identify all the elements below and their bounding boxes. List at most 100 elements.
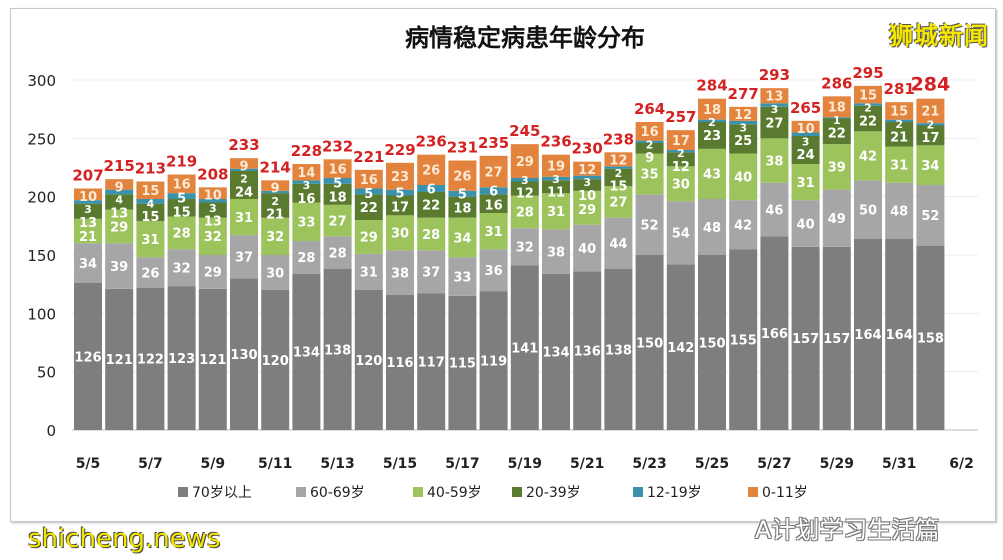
bar-segment xyxy=(448,257,477,296)
bar-segment xyxy=(635,194,664,255)
bar-segment xyxy=(136,287,165,430)
bar-segment xyxy=(573,271,602,430)
bar-segment xyxy=(822,189,851,247)
total-label: 233 xyxy=(228,136,259,154)
bar-segment xyxy=(916,245,945,430)
legend-swatch xyxy=(633,487,643,497)
segment-label: 136 xyxy=(574,344,601,359)
segment-label: 31 xyxy=(141,233,159,248)
segment-label: 31 xyxy=(547,205,565,220)
segment-label: 3 xyxy=(552,173,560,186)
bar-segment xyxy=(854,103,882,106)
bar-segment xyxy=(354,253,383,290)
segment-label: 155 xyxy=(730,333,757,348)
bar-segment xyxy=(854,105,882,132)
bar-segment xyxy=(666,166,695,202)
bar-segment xyxy=(854,85,882,104)
bar-segment xyxy=(916,123,945,126)
watermark-bottom-right: A计划学习生活篇 xyxy=(755,516,940,544)
segment-label: 138 xyxy=(605,343,632,358)
segment-label: 31 xyxy=(890,158,908,173)
x-tick-label: 5/27 xyxy=(757,456,791,472)
watermark-bottom-left: shicheng.news xyxy=(28,524,221,554)
segment-label: 40 xyxy=(797,217,815,232)
bar-segment xyxy=(417,154,446,185)
bar-segment xyxy=(479,155,508,188)
segment-label: 12 xyxy=(516,187,534,202)
segment-label: 32 xyxy=(516,241,534,256)
bar-segment xyxy=(448,190,477,197)
segment-label: 119 xyxy=(480,354,507,369)
bar-segment xyxy=(916,145,945,185)
bar-segment xyxy=(604,166,633,169)
bar-segment xyxy=(698,119,726,122)
total-label: 257 xyxy=(665,108,696,126)
segment-label: 33 xyxy=(453,270,471,285)
segment-label: 142 xyxy=(667,341,694,356)
x-tick-label: 5/17 xyxy=(445,456,479,472)
segment-label: 22 xyxy=(422,199,440,214)
bar-segment xyxy=(167,199,196,217)
segment-label: 36 xyxy=(485,264,503,279)
segment-label: 10 xyxy=(797,122,815,137)
bar-segment xyxy=(417,192,446,218)
segment-label: 32 xyxy=(204,230,222,245)
segment-label: 43 xyxy=(703,168,721,183)
bar-segment xyxy=(885,238,914,430)
bar-segment xyxy=(822,96,851,118)
bar-segment xyxy=(542,273,570,430)
bar-segment xyxy=(105,189,134,195)
segment-label: 13 xyxy=(204,215,222,230)
bar-segment xyxy=(386,162,414,190)
segment-label: 17 xyxy=(921,131,939,146)
segment-label: 29 xyxy=(578,203,596,218)
segment-label: 3 xyxy=(802,135,810,148)
bar-segment xyxy=(729,153,758,201)
total-label: 265 xyxy=(790,99,821,117)
bar-segment xyxy=(760,182,789,237)
bar-segment xyxy=(729,249,758,430)
segment-label: 16 xyxy=(329,162,347,177)
bar-segment xyxy=(635,153,664,195)
bar-segment xyxy=(479,213,508,250)
segment-label: 15 xyxy=(141,210,159,225)
bar-segment xyxy=(479,194,508,213)
bar-segment xyxy=(292,180,321,184)
bar-segment xyxy=(666,152,695,167)
segment-label: 10 xyxy=(578,189,596,204)
segment-label: 30 xyxy=(672,178,690,193)
bar-segment xyxy=(354,194,383,220)
total-label: 228 xyxy=(291,142,322,160)
segment-label: 21 xyxy=(890,131,908,146)
x-tick-label: 5/11 xyxy=(258,456,292,472)
bar-segment xyxy=(292,273,321,430)
bar-segment xyxy=(198,255,227,289)
segment-label: 120 xyxy=(355,354,382,369)
bar-segment xyxy=(417,217,446,251)
segment-label: 1 xyxy=(833,114,841,127)
y-tick-label: 200 xyxy=(27,189,56,207)
segment-label: 13 xyxy=(79,216,97,231)
segment-label: 30 xyxy=(391,227,409,242)
segment-label: 54 xyxy=(672,227,690,242)
bar-segment xyxy=(791,164,820,201)
bar-segment xyxy=(760,106,789,139)
bar-segment xyxy=(323,178,352,184)
segment-label: 9 xyxy=(115,180,124,195)
segment-label: 28 xyxy=(173,227,191,242)
segment-label: 11 xyxy=(547,186,565,201)
bar-segment xyxy=(386,250,414,295)
total-label: 219 xyxy=(166,153,197,171)
segment-label: 12 xyxy=(578,163,596,178)
segment-label: 38 xyxy=(765,154,783,169)
bar-segment xyxy=(323,183,352,205)
bar-segment xyxy=(74,283,102,430)
total-label: 230 xyxy=(572,140,603,158)
bar-segment xyxy=(698,122,726,149)
bar-segment xyxy=(386,195,414,216)
segment-label: 29 xyxy=(516,155,534,170)
x-tick-label: 5/29 xyxy=(820,456,854,472)
bar-segment xyxy=(198,217,227,255)
segment-label: 9 xyxy=(645,151,654,166)
bar-segment xyxy=(230,278,258,430)
